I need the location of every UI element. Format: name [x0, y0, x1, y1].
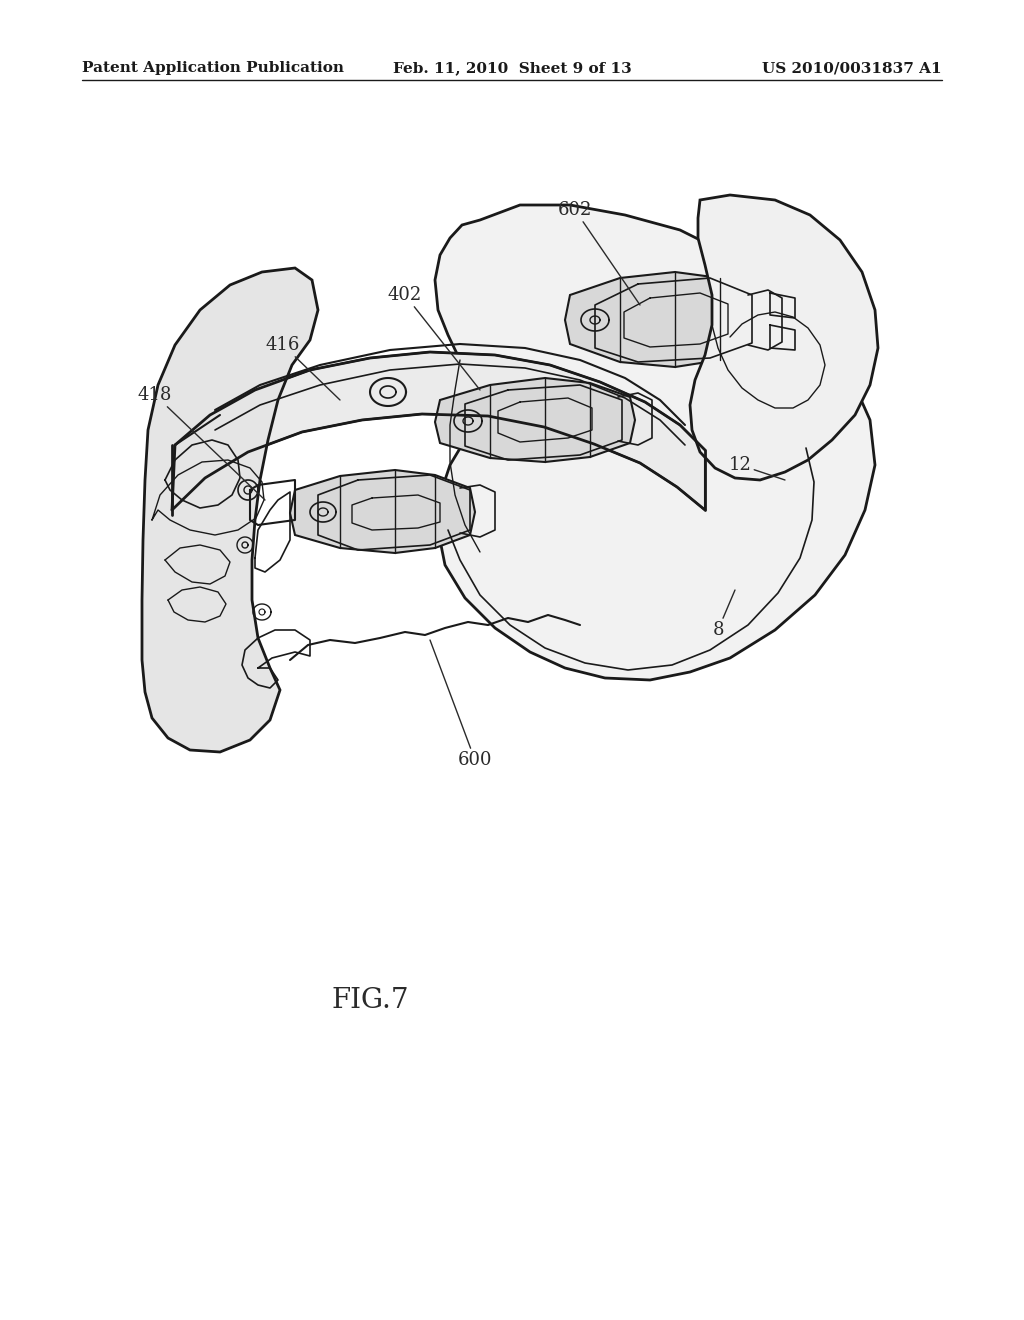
Polygon shape	[565, 272, 765, 367]
Polygon shape	[142, 268, 318, 752]
Text: US 2010/0031837 A1: US 2010/0031837 A1	[763, 61, 942, 75]
Text: 602: 602	[558, 201, 640, 305]
Text: 8: 8	[713, 590, 735, 639]
Polygon shape	[172, 352, 705, 510]
Text: 416: 416	[266, 337, 340, 400]
Text: FIG.7: FIG.7	[331, 986, 409, 1014]
Text: 402: 402	[388, 286, 480, 389]
Text: 12: 12	[728, 455, 785, 480]
Polygon shape	[435, 378, 635, 462]
Polygon shape	[290, 470, 475, 553]
Polygon shape	[690, 195, 878, 480]
Text: Feb. 11, 2010  Sheet 9 of 13: Feb. 11, 2010 Sheet 9 of 13	[392, 61, 632, 75]
Text: 418: 418	[138, 385, 265, 500]
Polygon shape	[435, 205, 874, 680]
Text: Patent Application Publication: Patent Application Publication	[82, 61, 344, 75]
Text: 600: 600	[430, 640, 493, 770]
